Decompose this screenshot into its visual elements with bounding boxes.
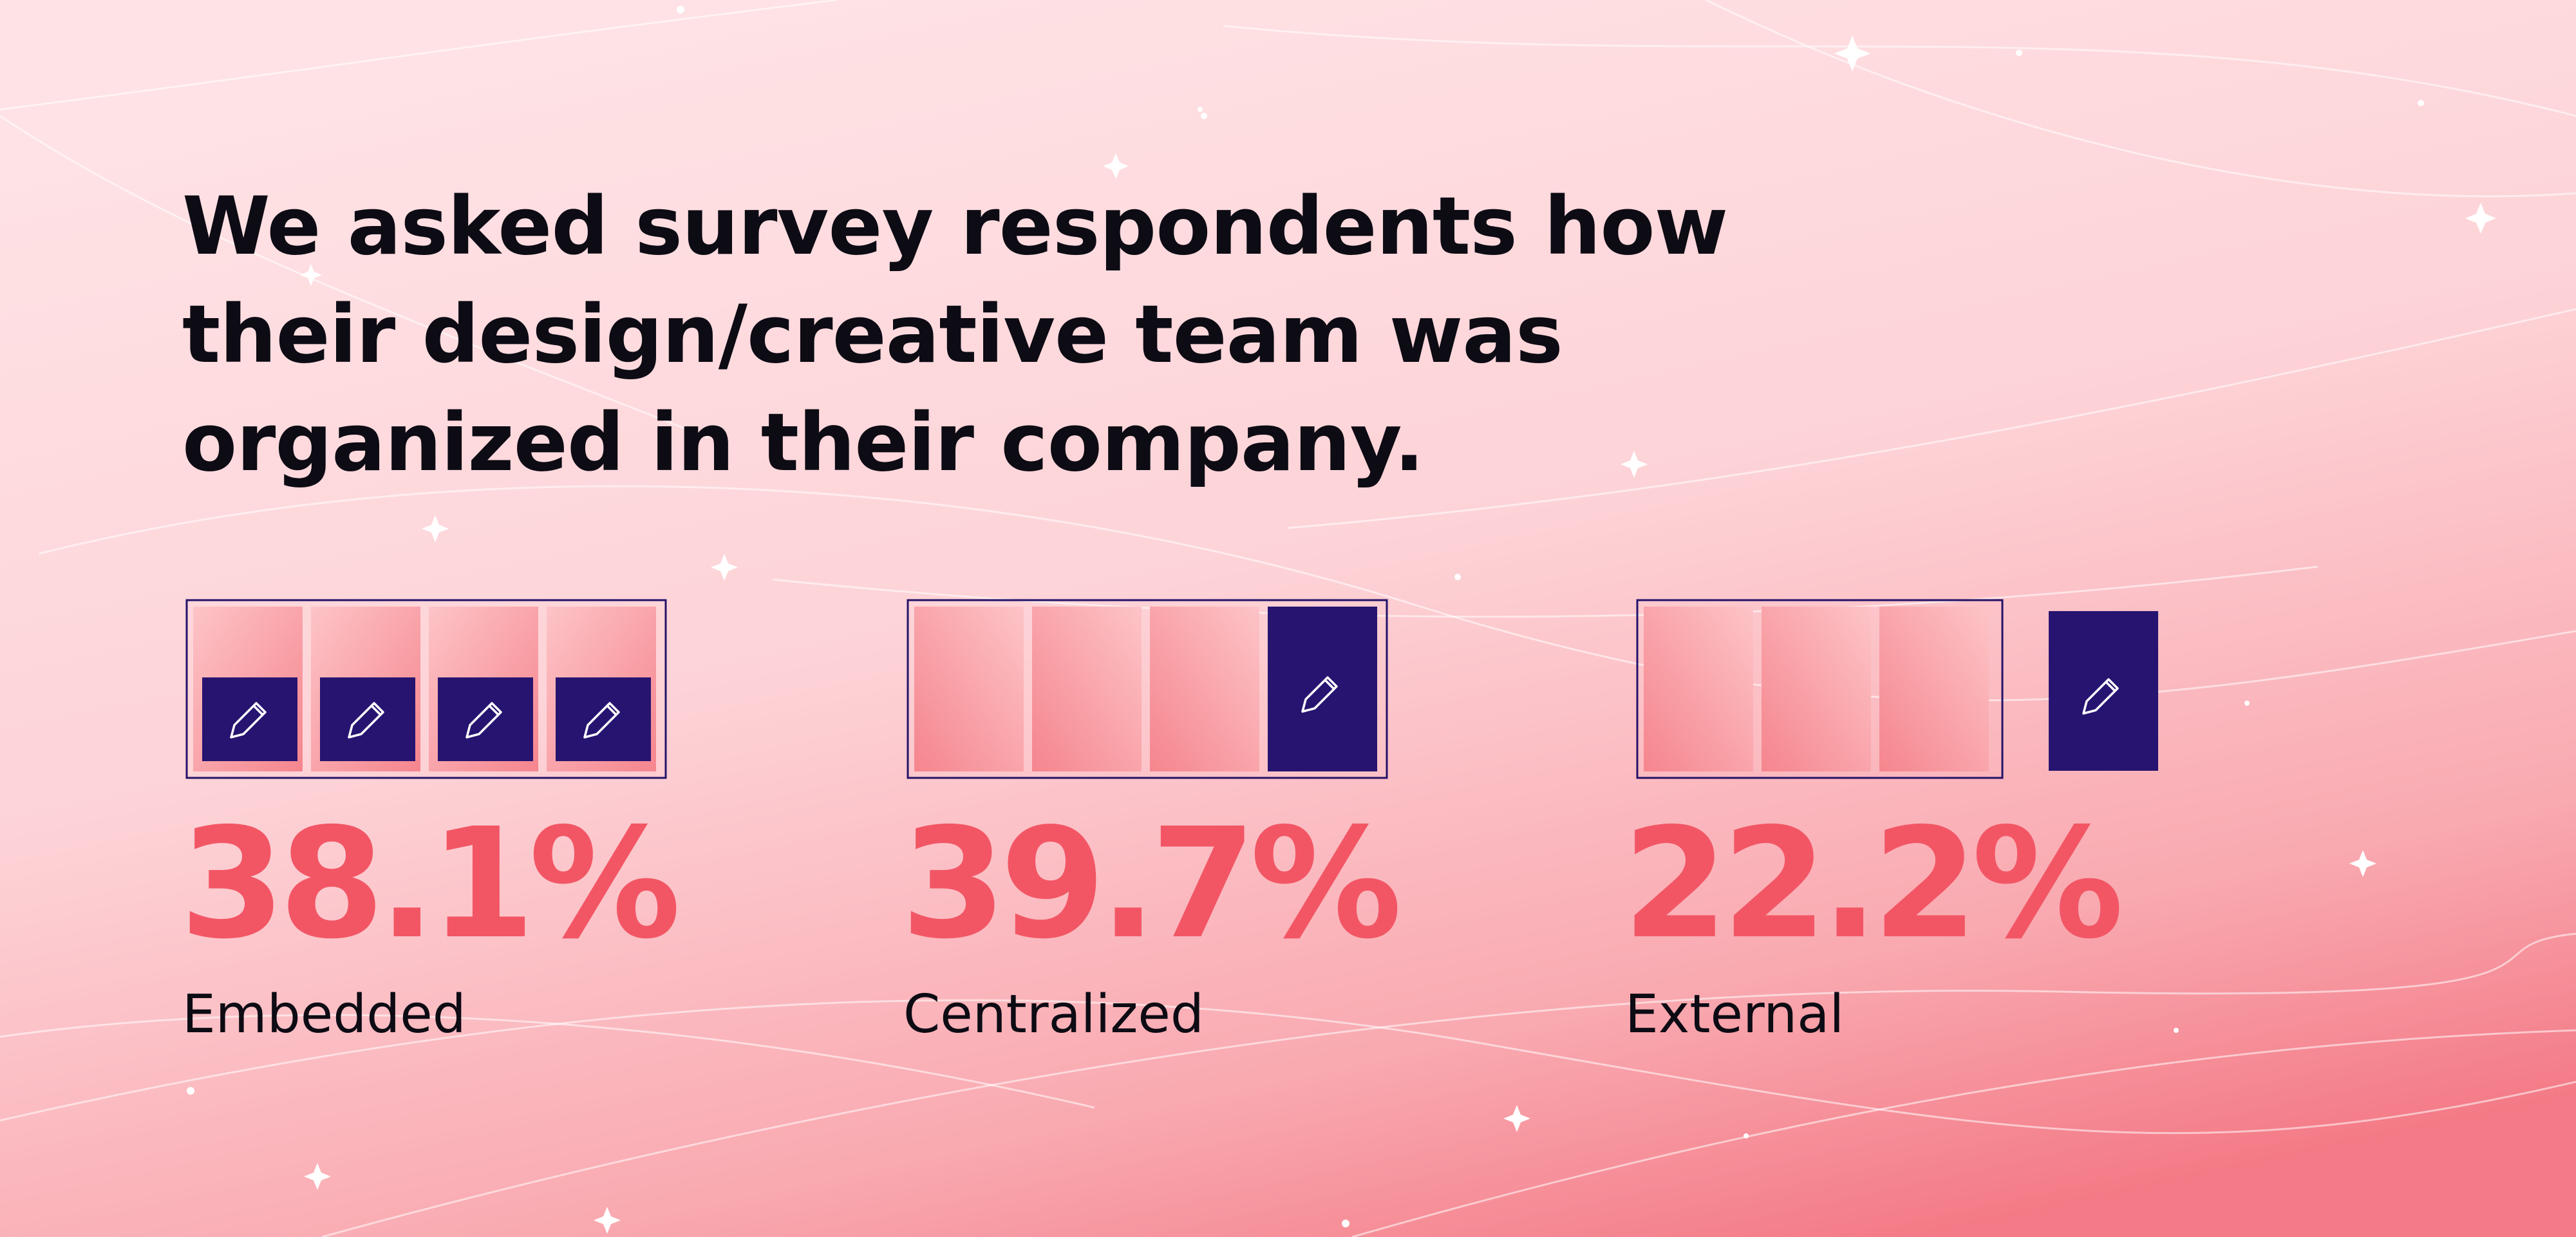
centralized-diagram <box>907 599 1388 779</box>
embedded-group: 38.1% Embedded <box>180 596 681 1041</box>
centralized-group: 39.7% Centralized <box>901 596 1402 1041</box>
external-diagram <box>1636 599 2158 779</box>
external-value: 22.2% <box>1622 795 2124 972</box>
frame <box>1636 599 2004 779</box>
designer-block <box>556 677 651 761</box>
pencil-icon <box>348 702 384 739</box>
frame <box>907 599 1388 779</box>
team-cell <box>1879 607 1989 771</box>
frame <box>185 599 667 779</box>
external-designer-block <box>2049 611 2158 771</box>
designer-block <box>202 677 297 761</box>
pencil-icon <box>583 702 620 739</box>
pencil-icon <box>465 702 502 739</box>
embedded-value: 38.1% <box>180 795 681 972</box>
designer-block <box>1268 607 1377 771</box>
pencil-icon <box>2082 678 2119 715</box>
embedded-label: Embedded <box>182 984 466 1045</box>
pencil-icon <box>1301 676 1338 713</box>
team-cell <box>1762 607 1871 771</box>
centralized-value: 39.7% <box>901 795 1402 972</box>
centralized-label: Centralized <box>903 984 1204 1045</box>
external-label: External <box>1625 984 1845 1045</box>
designer-block <box>320 677 415 761</box>
embedded-diagram <box>185 599 667 779</box>
external-group: 22.2% External <box>1622 596 2179 1041</box>
pencil-icon <box>230 702 267 739</box>
team-cell <box>914 607 1024 771</box>
team-cell <box>1150 607 1259 771</box>
chart-title: We asked survey respondents how their de… <box>182 180 1728 489</box>
team-cell <box>1644 607 1753 771</box>
designer-block <box>438 677 533 761</box>
team-cell <box>1032 607 1142 771</box>
